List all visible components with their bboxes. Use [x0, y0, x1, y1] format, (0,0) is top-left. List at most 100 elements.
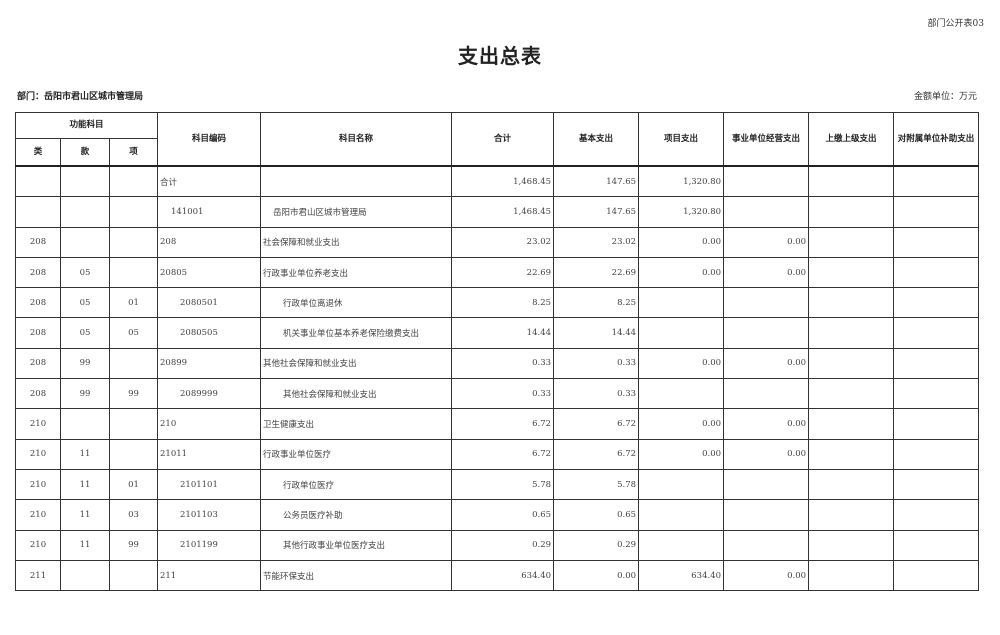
cell-total: 0.65 [451, 499, 555, 531]
cell-lei [15, 165, 61, 198]
cell-project [638, 529, 725, 561]
cell-name: 公务员医疗补助 [260, 499, 453, 531]
header-name: 科目名称 [260, 112, 453, 167]
cell-business [723, 287, 810, 319]
cell-basic: 0.33 [553, 347, 640, 380]
table-row: 208 05 05 2080505 机关事业单位基本养老保险缴费支出 14.44 14.44 [15, 317, 980, 349]
cell-name: 卫生健康支出 [260, 408, 453, 440]
cell-project: 634.40 [638, 559, 725, 592]
cell-project: 0.00 [638, 438, 725, 470]
cell-xiang [108, 165, 159, 198]
cell-subsidy [893, 559, 980, 592]
cell-upper [808, 408, 895, 440]
cell-project: 1,320.80 [638, 196, 725, 228]
cell-upper [808, 468, 895, 501]
cell-xiang: 01 [108, 468, 159, 501]
cell-project: 0.00 [638, 226, 725, 258]
cell-name: 行政单位医疗 [260, 468, 453, 501]
table-row: 210 11 99 2101199 其他行政事业单位医疗支出 0.29 0.29 [15, 529, 980, 561]
amount-unit-label: 金额单位：万元 [913, 92, 977, 102]
cell-business: 0.00 [723, 226, 810, 258]
cell-upper [808, 499, 895, 531]
cell-upper [808, 287, 895, 319]
cell-total: 0.33 [451, 347, 555, 380]
cell-upper [808, 226, 895, 258]
cell-basic: 6.72 [553, 438, 640, 470]
cell-name: 其他行政事业单位医疗支出 [260, 529, 453, 561]
cell-total: 14.44 [451, 317, 555, 349]
cell-xiang: 99 [108, 378, 159, 410]
cell-lei: 211 [15, 559, 61, 592]
table-row: 208 208 社会保障和就业支出 23.02 23.02 0.00 0.00 [15, 226, 980, 258]
page-title: 支出总表 [458, 44, 542, 68]
cell-kuan: 05 [60, 256, 110, 289]
cell-kuan: 99 [60, 378, 110, 410]
cell-name: 其他社会保障和就业支出 [260, 378, 453, 410]
table-row: 141001 岳阳市君山区城市管理局 1,468.45 147.65 1,320.80 [15, 196, 980, 228]
table-row: 208 99 99 2089999 其他社会保障和就业支出 0.33 0.33 [15, 378, 980, 410]
cell-subsidy [893, 438, 980, 470]
cell-kuan: 11 [60, 468, 110, 501]
cell-code: 20805 [157, 256, 262, 289]
cell-upper [808, 378, 895, 410]
cell-upper [808, 438, 895, 470]
cell-xiang: 99 [108, 529, 159, 561]
cell-upper [808, 256, 895, 289]
table-row: 208 05 01 2080501 行政单位离退休 8.25 8.25 [15, 287, 980, 319]
cell-upper [808, 317, 895, 349]
cell-basic: 0.33 [553, 378, 640, 410]
cell-xiang: 05 [108, 317, 159, 349]
cell-lei: 210 [15, 499, 61, 531]
cell-basic: 8.25 [553, 287, 640, 319]
cell-business [723, 499, 810, 531]
cell-kuan: 11 [60, 499, 110, 531]
cell-xiang [108, 226, 159, 258]
cell-business [723, 165, 810, 198]
cell-xiang: 01 [108, 287, 159, 319]
cell-project [638, 499, 725, 531]
cell-xiang [108, 196, 159, 228]
cell-lei: 208 [15, 226, 61, 258]
cell-name: 其他社会保障和就业支出 [260, 347, 453, 380]
cell-total: 0.33 [451, 378, 555, 410]
cell-lei: 208 [15, 378, 61, 410]
cell-lei: 208 [15, 347, 61, 380]
cell-total: 5.78 [451, 468, 555, 501]
cell-project: 0.00 [638, 256, 725, 289]
header-lei: 类 [15, 138, 61, 167]
cell-business [723, 378, 810, 410]
cell-xiang [108, 408, 159, 440]
table-row: 合计 1,468.45 147.65 1,320.80 [15, 165, 980, 198]
cell-code: 210 [157, 408, 262, 440]
table-row: 211 211 节能环保支出 634.40 0.00 634.40 0.00 [15, 559, 980, 592]
cell-code: 2080501 [157, 287, 262, 319]
cell-total: 6.72 [451, 438, 555, 470]
header-basic: 基本支出 [553, 112, 640, 167]
cell-lei: 210 [15, 408, 61, 440]
table-row: 210 11 03 2101103 公务员医疗补助 0.65 0.65 [15, 499, 980, 531]
table-row: 208 05 20805 行政事业单位养老支出 22.69 22.69 0.00 0.00 [15, 256, 980, 289]
cell-project [638, 378, 725, 410]
cell-upper [808, 529, 895, 561]
cell-kuan [60, 226, 110, 258]
cell-code: 211 [157, 559, 262, 592]
cell-project [638, 317, 725, 349]
expenditure-table: 功能科目 科目编码 科目名称 合计 基本支出 项目支出 事业单位经营支出 上缴上… [14, 112, 980, 592]
header-business: 事业单位经营支出 [723, 112, 810, 167]
cell-basic: 5.78 [553, 468, 640, 501]
cell-business: 0.00 [723, 559, 810, 592]
cell-name: 岳阳市君山区城市管理局 [260, 196, 453, 228]
cell-total: 634.40 [451, 559, 555, 592]
cell-subsidy [893, 499, 980, 531]
cell-upper [808, 559, 895, 592]
cell-business [723, 196, 810, 228]
cell-project: 0.00 [638, 408, 725, 440]
cell-total: 22.69 [451, 256, 555, 289]
cell-lei: 208 [15, 256, 61, 289]
cell-code: 2101103 [157, 499, 262, 531]
cell-business: 0.00 [723, 256, 810, 289]
cell-kuan: 99 [60, 347, 110, 380]
cell-code: 2101101 [157, 468, 262, 501]
cell-subsidy [893, 165, 980, 198]
cell-business [723, 317, 810, 349]
